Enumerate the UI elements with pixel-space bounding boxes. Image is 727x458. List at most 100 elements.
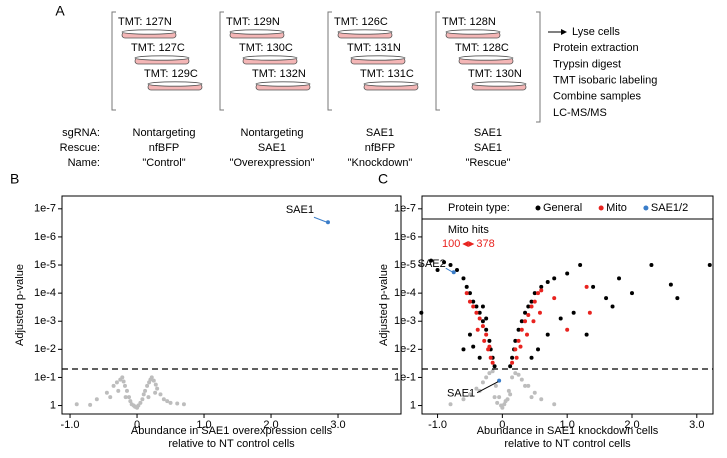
- point: [510, 375, 515, 380]
- tmt-label: TMT: 126C: [334, 16, 388, 28]
- point: [536, 291, 541, 296]
- legend-label: General: [543, 202, 582, 214]
- x-tick-label: 2.0: [263, 419, 278, 431]
- tmt-label: TMT: 131C: [360, 68, 414, 80]
- step: Trypsin digest: [553, 58, 621, 70]
- legend-box: [421, 195, 714, 220]
- point: [591, 284, 596, 289]
- row-label: Name:: [68, 157, 100, 169]
- point: [508, 392, 513, 397]
- step: Protein extraction: [553, 42, 639, 54]
- dish-top: [121, 29, 177, 35]
- annotation-title: Mito hits: [448, 224, 489, 236]
- dish-top: [445, 29, 501, 35]
- point: [448, 402, 453, 407]
- point: [492, 395, 497, 400]
- point: [477, 310, 482, 315]
- condition-name: "Control": [142, 157, 185, 169]
- y-tick-label: 1e-1: [394, 371, 416, 383]
- x-tick-label: -1.0: [428, 419, 447, 431]
- point: [165, 399, 170, 404]
- point: [487, 371, 492, 376]
- point: [539, 284, 544, 289]
- point: [484, 332, 489, 337]
- point: [429, 258, 434, 263]
- point: [518, 344, 523, 349]
- point: [571, 310, 576, 315]
- point: [516, 372, 521, 377]
- point: [114, 380, 119, 385]
- point: [514, 355, 519, 360]
- dish-top: [255, 81, 311, 87]
- x-tick-label: 3.0: [689, 419, 704, 431]
- point: [587, 310, 592, 315]
- x-tick-label: 0: [134, 419, 140, 431]
- point: [116, 388, 121, 393]
- point: [610, 304, 615, 309]
- point: [536, 347, 541, 352]
- point: [524, 332, 529, 337]
- x-tick-label: -1.0: [61, 419, 80, 431]
- point-label: SAE1: [286, 204, 314, 216]
- x-axis-label: Abundance in SAE1 overexpression cells: [131, 425, 333, 437]
- point: [499, 403, 504, 408]
- tmt-label: TMT: 131N: [347, 42, 401, 54]
- y-tick-label: 1e-6: [394, 231, 416, 243]
- step: LC-MS/MS: [553, 107, 607, 119]
- x-tick-label: 1.0: [196, 419, 211, 431]
- point: [668, 282, 673, 287]
- point: [104, 390, 109, 395]
- point: [505, 397, 510, 402]
- row-label: Rescue:: [60, 142, 100, 154]
- tmt-label: TMT: 130N: [468, 68, 522, 80]
- point: [140, 397, 145, 402]
- point: [151, 378, 156, 383]
- dish-top: [458, 55, 514, 61]
- point: [474, 304, 479, 309]
- point: [88, 402, 93, 407]
- tmt-label: TMT: 132N: [252, 68, 306, 80]
- point: [604, 296, 609, 301]
- point: [519, 327, 524, 332]
- y-axis-label: Adjusted p-value: [378, 264, 390, 346]
- legend-title: Protein type:: [448, 202, 510, 214]
- point: [484, 316, 489, 321]
- x-tick-label: 0: [499, 419, 505, 431]
- point: [493, 383, 498, 388]
- point: [126, 395, 131, 400]
- point: [467, 332, 472, 337]
- point: [506, 388, 511, 393]
- point: [537, 310, 542, 315]
- condition-sgrna: Nontargeting: [133, 127, 196, 139]
- condition-name: "Knockdown": [348, 157, 413, 169]
- point: [477, 316, 482, 321]
- point: [471, 344, 476, 349]
- point: [461, 347, 466, 352]
- point: [128, 399, 133, 404]
- y-tick-label: 1e-7: [394, 203, 416, 215]
- point: [558, 316, 563, 321]
- condition-rescue: nfBFP: [365, 142, 396, 154]
- point: [480, 304, 485, 309]
- y-tick-label: 1e-4: [394, 287, 416, 299]
- point: [539, 288, 544, 293]
- point: [74, 402, 79, 407]
- y-axis-label: Adjusted p-value: [14, 264, 26, 346]
- point: [474, 386, 479, 391]
- point: [158, 392, 163, 397]
- point: [490, 369, 495, 374]
- point: [120, 375, 125, 380]
- point: [510, 360, 515, 365]
- point: [121, 379, 126, 384]
- point: [617, 276, 622, 281]
- point: [123, 395, 128, 400]
- point: [181, 402, 186, 407]
- legend-marker: [598, 205, 604, 211]
- point: [141, 392, 146, 397]
- point: [480, 380, 485, 385]
- point: [124, 388, 129, 393]
- bracket: [536, 11, 541, 123]
- point: [442, 260, 447, 265]
- point: [531, 319, 536, 324]
- x-tick-label: 1.0: [560, 419, 575, 431]
